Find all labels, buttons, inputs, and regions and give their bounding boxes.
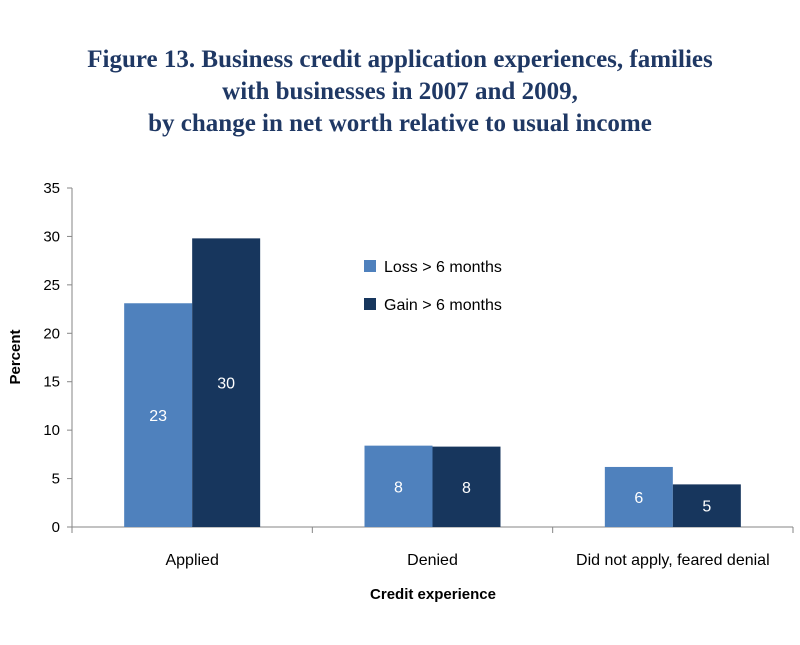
x-tick-label: Applied — [165, 552, 218, 569]
x-tick-label: Did not apply, feared denial — [576, 552, 770, 569]
y-tick-label: 5 — [52, 471, 60, 488]
chart-legend: Loss > 6 months Gain > 6 months — [364, 259, 502, 314]
y-tick-label: 20 — [43, 325, 60, 342]
bar-data-label: 5 — [702, 499, 711, 516]
y-tick-label: 15 — [43, 374, 60, 391]
bar-data-label: 30 — [217, 376, 235, 393]
legend-swatch — [364, 260, 376, 272]
bar-data-label: 23 — [149, 408, 167, 425]
bar — [192, 238, 261, 527]
bar — [364, 445, 433, 527]
legend-label: Loss > 6 months — [384, 259, 502, 276]
bar-data-label: 6 — [634, 490, 643, 507]
y-tick-label: 35 — [43, 180, 60, 197]
chart-data-labels: 23 8 6 30 8 5 — [149, 376, 711, 516]
x-axis-title: Credit experience — [370, 586, 496, 603]
y-axis-title: Percent — [7, 329, 24, 384]
bar-data-label: 8 — [394, 479, 403, 496]
bar — [604, 466, 673, 527]
bar — [432, 446, 501, 527]
bar — [672, 484, 741, 527]
x-tick-label: Denied — [407, 552, 458, 569]
y-tick-label: 30 — [43, 228, 60, 245]
y-tick-label: 25 — [43, 277, 60, 294]
bar-data-label: 8 — [462, 480, 471, 497]
chart-bars — [124, 238, 741, 527]
bar — [124, 303, 193, 527]
chart-title-line-2: with businesses in 2007 and 2009, — [222, 78, 578, 105]
y-tick-label: 0 — [52, 519, 60, 536]
legend-label: Gain > 6 months — [384, 297, 502, 314]
y-tick-label: 10 — [43, 422, 60, 439]
chart-title-line-1: Figure 13. Business credit application e… — [87, 46, 713, 73]
chart-title-line-3: by change in net worth relative to usual… — [148, 110, 652, 137]
chart-title: Figure 13. Business credit application e… — [0, 44, 800, 140]
legend-swatch — [364, 298, 376, 310]
